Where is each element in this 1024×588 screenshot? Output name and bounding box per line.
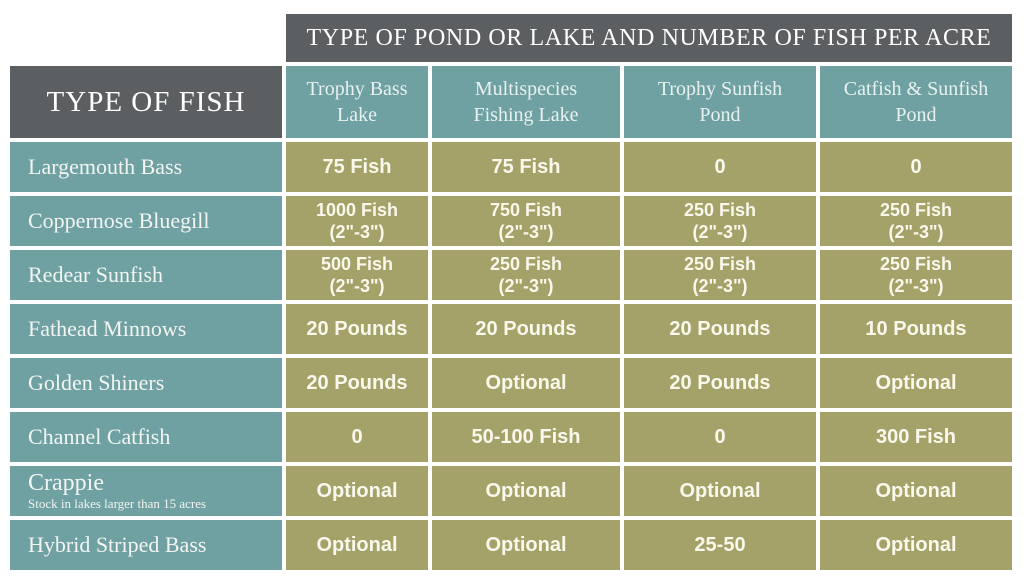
cell-coppernose-bluegill-trophy-bass-lake: 1000 Fish (2"-3") <box>286 196 428 246</box>
cell-largemouth-bass-trophy-sunfish-pond: 0 <box>624 142 816 192</box>
column-header-multispecies-fishing-lake: Multispecies Fishing Lake <box>432 66 620 138</box>
cell-hybrid-striped-bass-trophy-sunfish-pond: 25-50 <box>624 520 816 570</box>
cell-fathead-minnows-catfish-sunfish-pond: 10 Pounds <box>820 304 1012 354</box>
row-header-channel-catfish: Channel Catfish <box>10 412 282 462</box>
cell-golden-shiners-catfish-sunfish-pond: Optional <box>820 358 1012 408</box>
cell-largemouth-bass-trophy-bass-lake: 75 Fish <box>286 142 428 192</box>
crappie-stocking-note: Stock in lakes larger than 15 acres <box>28 495 207 511</box>
row-header-coppernose-bluegill: Coppernose Bluegill <box>10 196 282 246</box>
cell-redear-sunfish-catfish-sunfish-pond: 250 Fish (2"-3") <box>820 250 1012 300</box>
cell-hybrid-striped-bass-multispecies-lake: Optional <box>432 520 620 570</box>
cell-coppernose-bluegill-trophy-sunfish-pond: 250 Fish (2"-3") <box>624 196 816 246</box>
column-header-catfish-sunfish-pond: Catfish & Sunfish Pond <box>820 66 1012 138</box>
cell-golden-shiners-trophy-bass-lake: 20 Pounds <box>286 358 428 408</box>
cell-coppernose-bluegill-multispecies-lake: 750 Fish (2"-3") <box>432 196 620 246</box>
row-header-hybrid-striped-bass: Hybrid Striped Bass <box>10 520 282 570</box>
crappie-name: Crappie <box>28 469 104 496</box>
cell-hybrid-striped-bass-trophy-bass-lake: Optional <box>286 520 428 570</box>
cell-crappie-trophy-sunfish-pond: Optional <box>624 466 816 516</box>
corner-header-type-of-fish: TYPE OF FISH <box>10 66 282 138</box>
row-header-golden-shiners: Golden Shiners <box>10 358 282 408</box>
cell-largemouth-bass-catfish-sunfish-pond: 0 <box>820 142 1012 192</box>
cell-coppernose-bluegill-catfish-sunfish-pond: 250 Fish (2"-3") <box>820 196 1012 246</box>
cell-channel-catfish-multispecies-lake: 50-100 Fish <box>432 412 620 462</box>
cell-redear-sunfish-trophy-sunfish-pond: 250 Fish (2"-3") <box>624 250 816 300</box>
cell-redear-sunfish-multispecies-lake: 250 Fish (2"-3") <box>432 250 620 300</box>
row-header-redear-sunfish: Redear Sunfish <box>10 250 282 300</box>
row-header-largemouth-bass: Largemouth Bass <box>10 142 282 192</box>
cell-channel-catfish-catfish-sunfish-pond: 300 Fish <box>820 412 1012 462</box>
cell-golden-shiners-trophy-sunfish-pond: 20 Pounds <box>624 358 816 408</box>
cell-golden-shiners-multispecies-lake: Optional <box>432 358 620 408</box>
column-header-trophy-bass-lake: Trophy Bass Lake <box>286 66 428 138</box>
cell-fathead-minnows-trophy-bass-lake: 20 Pounds <box>286 304 428 354</box>
cell-channel-catfish-trophy-bass-lake: 0 <box>286 412 428 462</box>
cell-crappie-multispecies-lake: Optional <box>432 466 620 516</box>
fish-stocking-table: TYPE OF POND OR LAKE AND NUMBER OF FISH … <box>10 14 1012 570</box>
row-header-fathead-minnows: Fathead Minnows <box>10 304 282 354</box>
cell-crappie-trophy-bass-lake: Optional <box>286 466 428 516</box>
table-title: TYPE OF POND OR LAKE AND NUMBER OF FISH … <box>286 14 1012 62</box>
cell-fathead-minnows-multispecies-lake: 20 Pounds <box>432 304 620 354</box>
cell-fathead-minnows-trophy-sunfish-pond: 20 Pounds <box>624 304 816 354</box>
cell-hybrid-striped-bass-catfish-sunfish-pond: Optional <box>820 520 1012 570</box>
row-header-crappie: Crappie Stock in lakes larger than 15 ac… <box>10 466 282 516</box>
cell-channel-catfish-trophy-sunfish-pond: 0 <box>624 412 816 462</box>
cell-crappie-catfish-sunfish-pond: Optional <box>820 466 1012 516</box>
cell-largemouth-bass-multispecies-lake: 75 Fish <box>432 142 620 192</box>
cell-redear-sunfish-trophy-bass-lake: 500 Fish (2"-3") <box>286 250 428 300</box>
title-left-spacer <box>10 14 282 62</box>
column-header-trophy-sunfish-pond: Trophy Sunfish Pond <box>624 66 816 138</box>
